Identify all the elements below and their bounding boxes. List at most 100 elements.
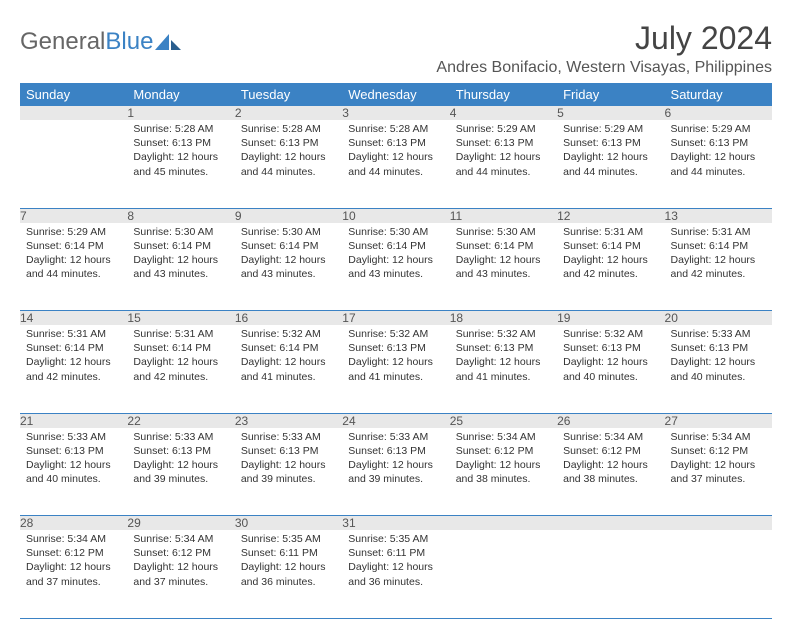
sunset-text: Sunset: 6:14 PM [241, 239, 336, 253]
sunrise-text: Sunrise: 5:30 AM [133, 225, 228, 239]
weekday-header-row: SundayMondayTuesdayWednesdayThursdayFrid… [20, 83, 772, 106]
daylight-text: Daylight: 12 hours and 42 minutes. [133, 355, 228, 383]
day-number-row: 14151617181920 [20, 311, 772, 326]
sunrise-text: Sunrise: 5:33 AM [671, 327, 766, 341]
day-cell: Sunrise: 5:34 AMSunset: 6:12 PMDaylight:… [557, 428, 664, 516]
sunset-text: Sunset: 6:12 PM [456, 444, 551, 458]
day-number-cell: 19 [557, 311, 664, 326]
daylight-text: Daylight: 12 hours and 37 minutes. [133, 560, 228, 588]
day-number-cell: 26 [557, 413, 664, 428]
day-cell: Sunrise: 5:33 AMSunset: 6:13 PMDaylight:… [342, 428, 449, 516]
day-cell: Sunrise: 5:28 AMSunset: 6:13 PMDaylight:… [342, 120, 449, 208]
day-cell-content: Sunrise: 5:34 AMSunset: 6:12 PMDaylight:… [665, 428, 772, 491]
day-number-cell: 28 [20, 516, 127, 531]
day-cell-content: Sunrise: 5:32 AMSunset: 6:13 PMDaylight:… [342, 325, 449, 388]
daylight-text: Daylight: 12 hours and 44 minutes. [26, 253, 121, 281]
weekday-header: Saturday [665, 83, 772, 106]
day-number-cell: 16 [235, 311, 342, 326]
day-cell: Sunrise: 5:29 AMSunset: 6:13 PMDaylight:… [557, 120, 664, 208]
day-cell: Sunrise: 5:32 AMSunset: 6:13 PMDaylight:… [342, 325, 449, 413]
day-number-cell: 12 [557, 208, 664, 223]
sunrise-text: Sunrise: 5:35 AM [241, 532, 336, 546]
sunrise-text: Sunrise: 5:31 AM [133, 327, 228, 341]
month-title: July 2024 [436, 20, 772, 57]
title-block: July 2024 Andres Bonifacio, Western Visa… [436, 20, 772, 77]
sunset-text: Sunset: 6:13 PM [348, 444, 443, 458]
sunset-text: Sunset: 6:13 PM [133, 444, 228, 458]
day-cell-content: Sunrise: 5:34 AMSunset: 6:12 PMDaylight:… [557, 428, 664, 491]
day-content-row: Sunrise: 5:33 AMSunset: 6:13 PMDaylight:… [20, 428, 772, 516]
daylight-text: Daylight: 12 hours and 39 minutes. [133, 458, 228, 486]
sunrise-text: Sunrise: 5:35 AM [348, 532, 443, 546]
day-cell: Sunrise: 5:31 AMSunset: 6:14 PMDaylight:… [557, 223, 664, 311]
day-cell: Sunrise: 5:31 AMSunset: 6:14 PMDaylight:… [127, 325, 234, 413]
daylight-text: Daylight: 12 hours and 44 minutes. [671, 150, 766, 178]
day-number-cell: 8 [127, 208, 234, 223]
day-number-cell: 13 [665, 208, 772, 223]
day-cell: Sunrise: 5:30 AMSunset: 6:14 PMDaylight:… [342, 223, 449, 311]
day-cell-content: Sunrise: 5:33 AMSunset: 6:13 PMDaylight:… [235, 428, 342, 491]
calendar-table: SundayMondayTuesdayWednesdayThursdayFrid… [20, 83, 772, 619]
sunset-text: Sunset: 6:13 PM [26, 444, 121, 458]
sunset-text: Sunset: 6:13 PM [563, 341, 658, 355]
sunrise-text: Sunrise: 5:28 AM [133, 122, 228, 136]
daylight-text: Daylight: 12 hours and 36 minutes. [241, 560, 336, 588]
day-number-row: 28293031 [20, 516, 772, 531]
daylight-text: Daylight: 12 hours and 37 minutes. [26, 560, 121, 588]
day-number-cell: 6 [665, 106, 772, 120]
day-cell: Sunrise: 5:31 AMSunset: 6:14 PMDaylight:… [20, 325, 127, 413]
day-number-cell: 30 [235, 516, 342, 531]
day-cell-content: Sunrise: 5:29 AMSunset: 6:13 PMDaylight:… [557, 120, 664, 183]
sunset-text: Sunset: 6:13 PM [456, 341, 551, 355]
daylight-text: Daylight: 12 hours and 42 minutes. [563, 253, 658, 281]
day-cell: Sunrise: 5:30 AMSunset: 6:14 PMDaylight:… [235, 223, 342, 311]
day-cell: Sunrise: 5:31 AMSunset: 6:14 PMDaylight:… [665, 223, 772, 311]
day-number-cell: 1 [127, 106, 234, 120]
sunrise-text: Sunrise: 5:30 AM [348, 225, 443, 239]
day-cell-content: Sunrise: 5:33 AMSunset: 6:13 PMDaylight:… [127, 428, 234, 491]
sunrise-text: Sunrise: 5:33 AM [133, 430, 228, 444]
brand-text-general: General [20, 28, 105, 56]
sunset-text: Sunset: 6:11 PM [241, 546, 336, 560]
day-cell [557, 530, 664, 618]
day-cell: Sunrise: 5:29 AMSunset: 6:13 PMDaylight:… [450, 120, 557, 208]
sunset-text: Sunset: 6:13 PM [563, 136, 658, 150]
day-cell [20, 120, 127, 208]
brand-logo: GeneralBlue [20, 20, 181, 56]
daylight-text: Daylight: 12 hours and 40 minutes. [563, 355, 658, 383]
day-cell-content: Sunrise: 5:30 AMSunset: 6:14 PMDaylight:… [342, 223, 449, 286]
day-number-cell: 15 [127, 311, 234, 326]
sunrise-text: Sunrise: 5:32 AM [241, 327, 336, 341]
day-number-cell: 22 [127, 413, 234, 428]
day-cell: Sunrise: 5:32 AMSunset: 6:14 PMDaylight:… [235, 325, 342, 413]
day-cell: Sunrise: 5:32 AMSunset: 6:13 PMDaylight:… [450, 325, 557, 413]
daylight-text: Daylight: 12 hours and 38 minutes. [563, 458, 658, 486]
sunset-text: Sunset: 6:14 PM [133, 239, 228, 253]
day-cell-content: Sunrise: 5:31 AMSunset: 6:14 PMDaylight:… [20, 325, 127, 388]
day-number-row: 21222324252627 [20, 413, 772, 428]
day-number-cell: 24 [342, 413, 449, 428]
sunrise-text: Sunrise: 5:34 AM [671, 430, 766, 444]
day-number-row: 123456 [20, 106, 772, 120]
sunset-text: Sunset: 6:14 PM [26, 239, 121, 253]
day-cell-content: Sunrise: 5:29 AMSunset: 6:14 PMDaylight:… [20, 223, 127, 286]
daylight-text: Daylight: 12 hours and 45 minutes. [133, 150, 228, 178]
day-number-cell: 29 [127, 516, 234, 531]
daylight-text: Daylight: 12 hours and 43 minutes. [348, 253, 443, 281]
day-number-cell: 18 [450, 311, 557, 326]
day-cell: Sunrise: 5:34 AMSunset: 6:12 PMDaylight:… [20, 530, 127, 618]
daylight-text: Daylight: 12 hours and 44 minutes. [241, 150, 336, 178]
daylight-text: Daylight: 12 hours and 43 minutes. [456, 253, 551, 281]
day-cell-content: Sunrise: 5:30 AMSunset: 6:14 PMDaylight:… [127, 223, 234, 286]
sunset-text: Sunset: 6:12 PM [671, 444, 766, 458]
sunset-text: Sunset: 6:12 PM [26, 546, 121, 560]
day-cell-content: Sunrise: 5:32 AMSunset: 6:13 PMDaylight:… [557, 325, 664, 388]
day-cell: Sunrise: 5:28 AMSunset: 6:13 PMDaylight:… [235, 120, 342, 208]
day-number-cell: 27 [665, 413, 772, 428]
daylight-text: Daylight: 12 hours and 41 minutes. [456, 355, 551, 383]
day-cell: Sunrise: 5:29 AMSunset: 6:14 PMDaylight:… [20, 223, 127, 311]
sunset-text: Sunset: 6:14 PM [241, 341, 336, 355]
daylight-text: Daylight: 12 hours and 40 minutes. [671, 355, 766, 383]
sunrise-text: Sunrise: 5:28 AM [348, 122, 443, 136]
day-number-cell: 4 [450, 106, 557, 120]
